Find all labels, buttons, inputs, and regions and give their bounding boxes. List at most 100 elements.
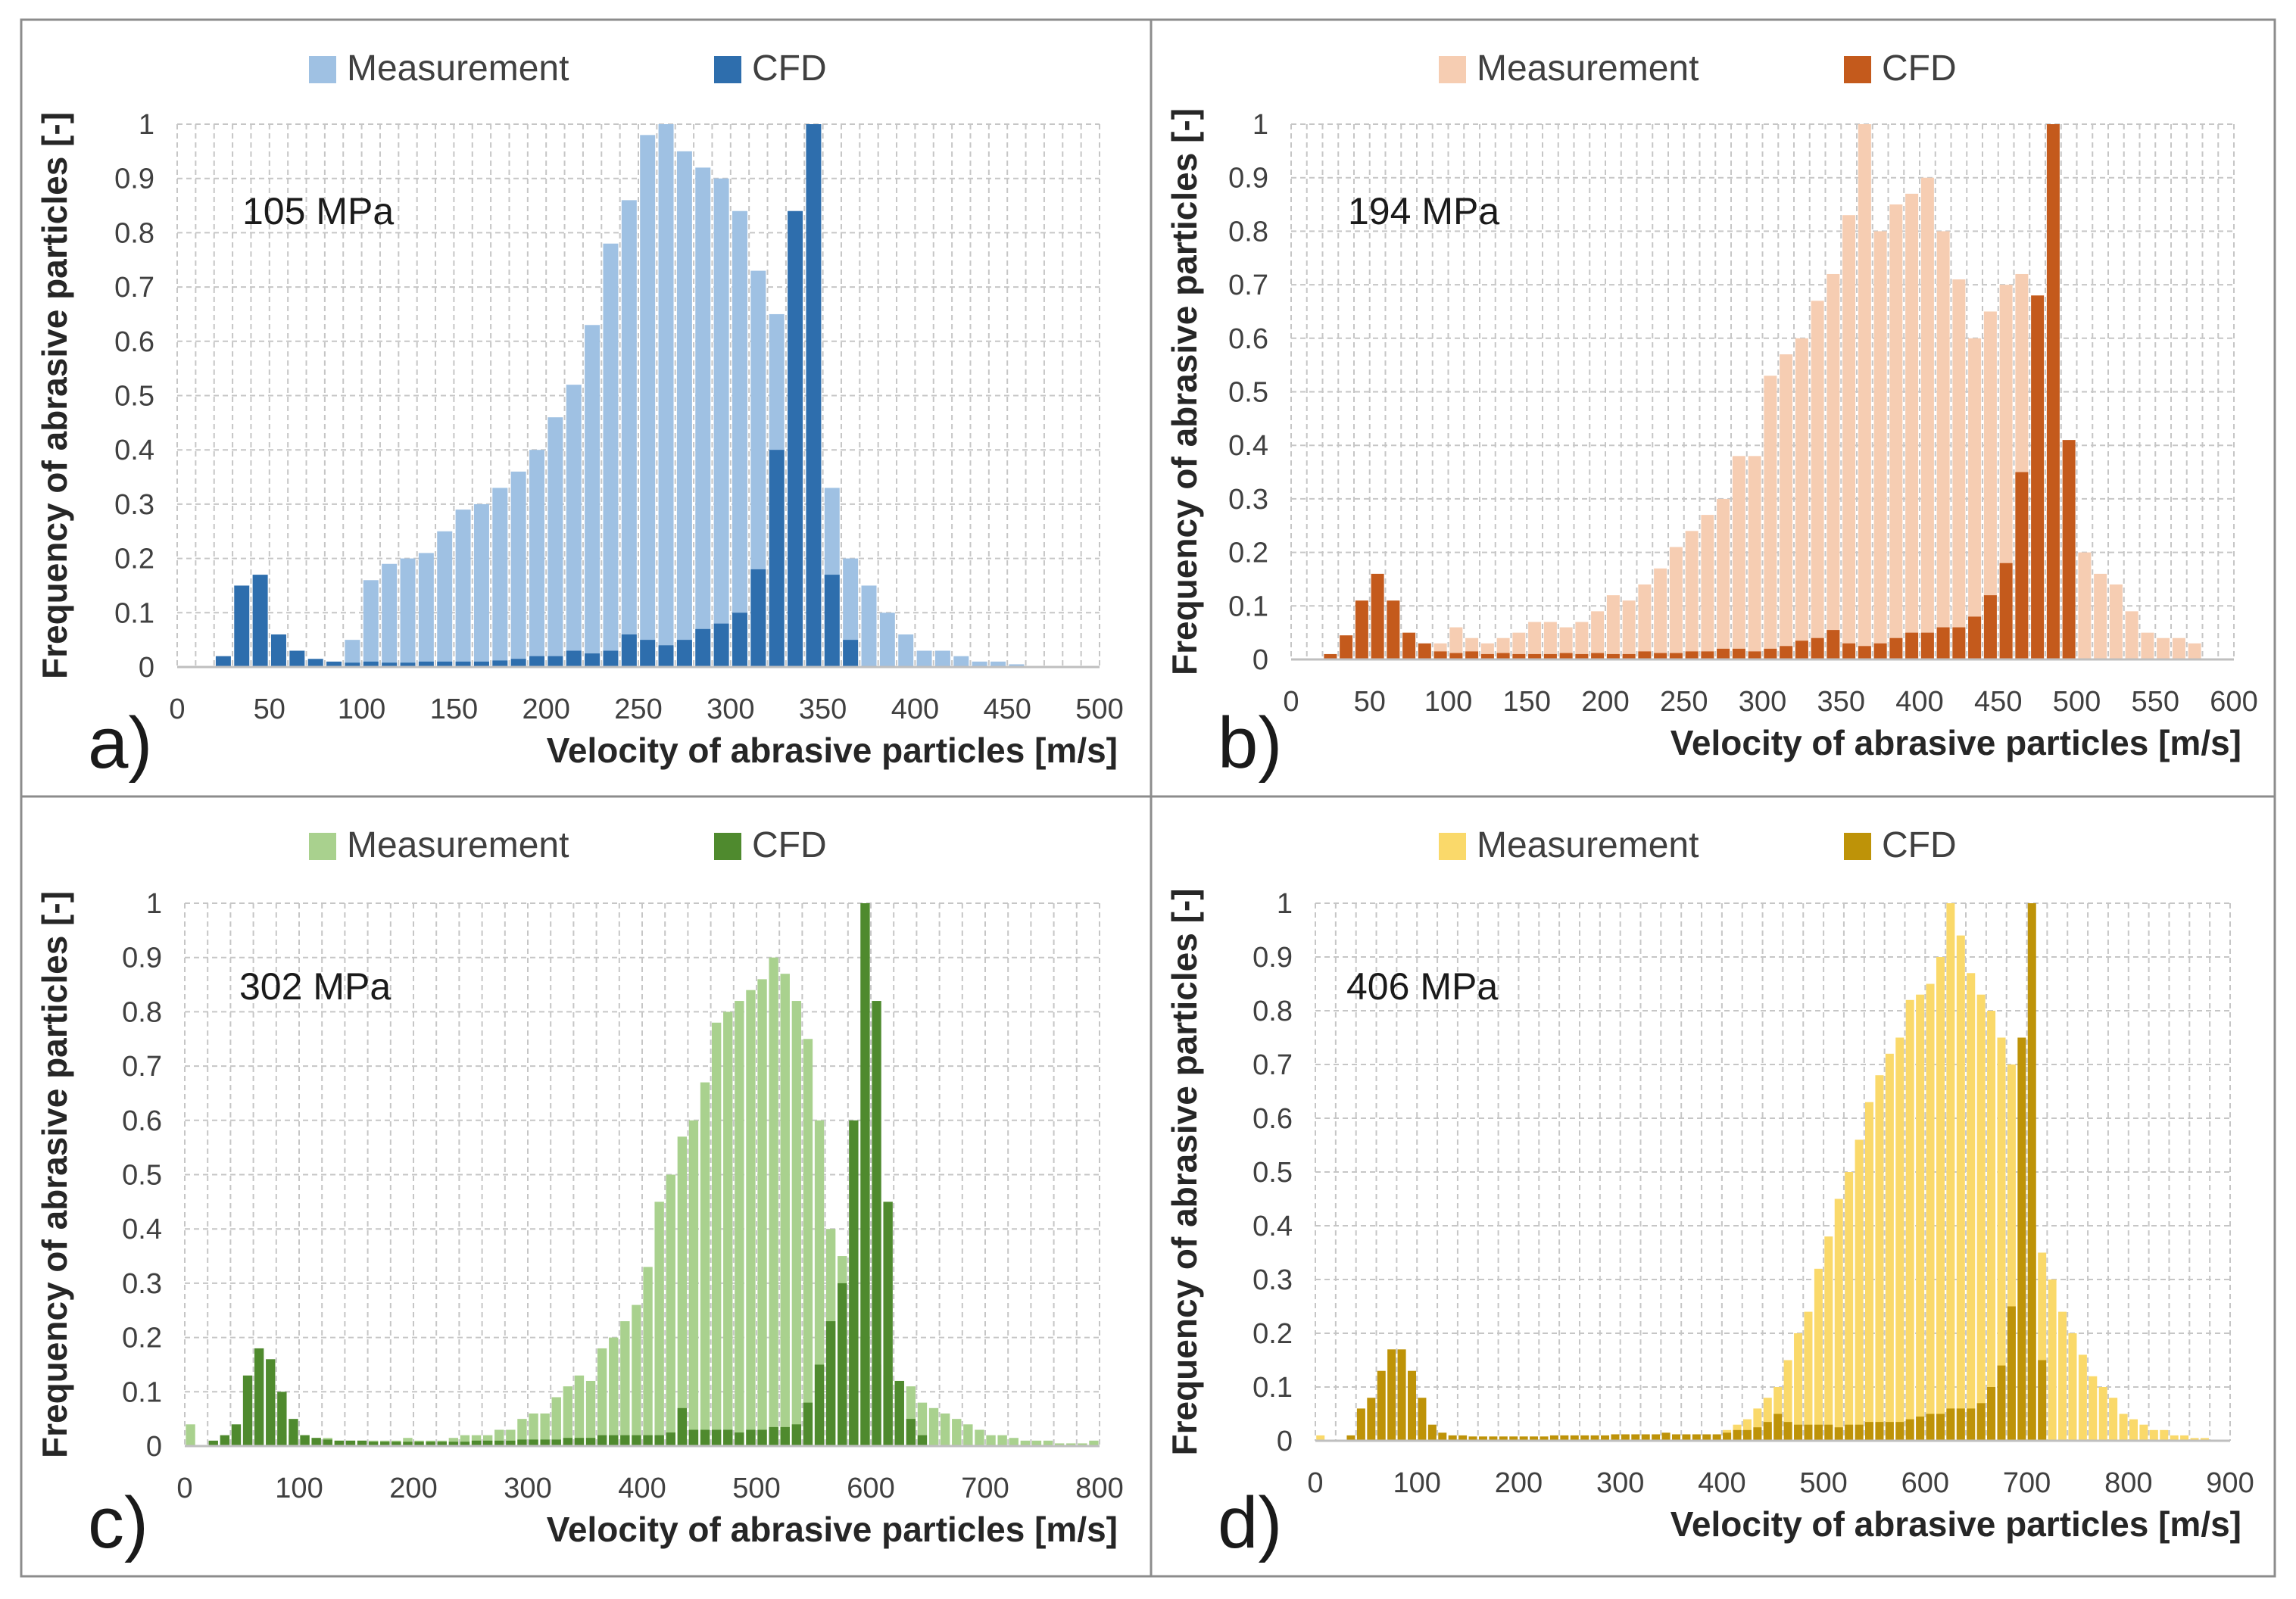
bar-cfd bbox=[437, 1442, 447, 1446]
bar-measurement bbox=[1449, 627, 1463, 659]
bar-measurement bbox=[940, 1413, 950, 1446]
bar-measurement bbox=[1952, 279, 1966, 659]
bar-cfd bbox=[1387, 600, 1400, 659]
bar-measurement bbox=[1804, 1311, 1813, 1441]
chart-panel-a: 0 0.1 0.2 0.3 0.4 0.5 0.6 0.7 0.8 0.9 1 0 50 100 150 20… bbox=[20, 18, 1153, 798]
bar-cfd bbox=[1712, 1434, 1721, 1441]
bar-cfd bbox=[746, 1429, 756, 1446]
bar-measurement bbox=[746, 990, 756, 1446]
bar-cfd bbox=[1905, 632, 1919, 659]
bar-cfd bbox=[1920, 632, 1934, 659]
bar-measurement bbox=[1031, 1440, 1042, 1446]
bar-cfd bbox=[732, 612, 747, 667]
bar-measurement bbox=[2089, 1376, 2098, 1441]
bar-cfd bbox=[1987, 1387, 1996, 1441]
bar-cfd bbox=[1685, 651, 1699, 659]
bar-cfd bbox=[1692, 1434, 1701, 1441]
bar-cfd bbox=[437, 661, 453, 667]
bar-cfd bbox=[1652, 1434, 1661, 1441]
bar-cfd bbox=[289, 1419, 298, 1446]
x-tick-label: 500 bbox=[2053, 686, 2101, 718]
bar-cfd bbox=[1448, 1435, 1457, 1441]
bar-measurement bbox=[2172, 637, 2185, 659]
bar-cfd bbox=[307, 659, 323, 667]
bar-measurement bbox=[953, 656, 969, 667]
y-tick-label: 0.2 bbox=[1253, 1318, 1293, 1350]
y-tick-label: 0.5 bbox=[114, 381, 154, 413]
y-tick-label: 0 bbox=[1277, 1426, 1293, 1457]
bar-measurement bbox=[2125, 611, 2138, 659]
bar-cfd bbox=[1733, 1429, 1742, 1441]
bar-cfd bbox=[345, 1440, 356, 1446]
bar-measurement bbox=[2200, 1438, 2209, 1441]
x-tick-label: 200 bbox=[1495, 1467, 1543, 1499]
bar-cfd bbox=[1842, 643, 1856, 659]
pressure-annotation: 105 MPa bbox=[242, 190, 394, 232]
bar-measurement bbox=[585, 1380, 596, 1446]
x-tick-label: 50 bbox=[254, 694, 285, 725]
bar-measurement bbox=[1855, 1139, 1864, 1441]
bar-cfd bbox=[843, 640, 859, 667]
bar-cfd bbox=[735, 1432, 744, 1446]
bar-cfd bbox=[1438, 1432, 1447, 1441]
bar-measurement bbox=[2048, 1280, 2057, 1441]
bar-cfd bbox=[713, 623, 729, 667]
y-tick-label: 0.8 bbox=[1228, 216, 1268, 248]
bar-measurement bbox=[1967, 973, 1976, 1441]
bar-cfd bbox=[1753, 1427, 1762, 1441]
x-tick-label: 100 bbox=[1424, 686, 1472, 718]
legend-label-cfd: CFD bbox=[752, 825, 827, 865]
bar-measurement bbox=[1905, 193, 1919, 659]
y-axis-title: Frequency of abrasive particles [-] bbox=[35, 891, 74, 1458]
bar-cfd bbox=[529, 656, 545, 667]
bar-measurement bbox=[1916, 994, 1925, 1441]
series-cfd bbox=[208, 903, 928, 1446]
bar-cfd bbox=[345, 662, 360, 667]
legend-label-measurement: Measurement bbox=[1477, 825, 1699, 865]
bar-cfd bbox=[2038, 1360, 2047, 1441]
bar-cfd bbox=[723, 1429, 733, 1446]
bar-cfd bbox=[1433, 651, 1447, 659]
series-cfd bbox=[1346, 903, 2047, 1441]
y-tick-label: 0.7 bbox=[1228, 270, 1268, 301]
bar-measurement bbox=[1845, 1172, 1854, 1441]
bar-cfd bbox=[2017, 1037, 2026, 1441]
bar-cfd bbox=[1641, 1434, 1650, 1441]
bar-cfd bbox=[1723, 1432, 1732, 1441]
bar-cfd bbox=[632, 1435, 641, 1446]
bar-measurement bbox=[1622, 600, 1636, 659]
bar-cfd bbox=[231, 1424, 242, 1446]
bar-cfd bbox=[1748, 651, 1761, 659]
bar-cfd bbox=[326, 661, 342, 667]
bar-measurement bbox=[928, 1407, 939, 1446]
bar-measurement bbox=[2058, 1311, 2067, 1441]
legend-label-measurement: Measurement bbox=[347, 825, 569, 865]
bar-cfd bbox=[1669, 653, 1683, 659]
bar-measurement bbox=[735, 1001, 744, 1446]
bar-cfd bbox=[1654, 653, 1667, 659]
bar-cfd bbox=[1622, 653, 1636, 659]
bar-cfd bbox=[1885, 1422, 1894, 1441]
panel-label: b) bbox=[1218, 703, 1282, 784]
bar-cfd bbox=[1983, 595, 1997, 659]
bar-cfd bbox=[1387, 1349, 1396, 1441]
bar-cfd bbox=[1346, 1435, 1355, 1441]
bar-cfd bbox=[510, 659, 526, 667]
bar-measurement bbox=[620, 1321, 630, 1446]
y-tick-label: 0.4 bbox=[114, 435, 154, 466]
gridlines bbox=[1290, 123, 2235, 660]
bar-measurement bbox=[597, 1348, 607, 1446]
bar-measurement bbox=[529, 450, 545, 667]
bar-cfd bbox=[266, 1359, 276, 1446]
y-tick-label: 0.3 bbox=[114, 489, 154, 521]
bar-cfd bbox=[1528, 653, 1542, 659]
y-tick-label: 0.2 bbox=[122, 1323, 162, 1354]
bar-cfd bbox=[529, 1439, 538, 1446]
bar-cfd bbox=[609, 1435, 619, 1446]
bar-measurement bbox=[1858, 124, 1871, 659]
bar-cfd bbox=[455, 661, 471, 667]
bar-cfd bbox=[1875, 1422, 1884, 1441]
bar-measurement bbox=[2180, 1435, 2189, 1441]
bar-measurement bbox=[2007, 1064, 2016, 1441]
x-tick-label: 250 bbox=[1660, 686, 1708, 718]
